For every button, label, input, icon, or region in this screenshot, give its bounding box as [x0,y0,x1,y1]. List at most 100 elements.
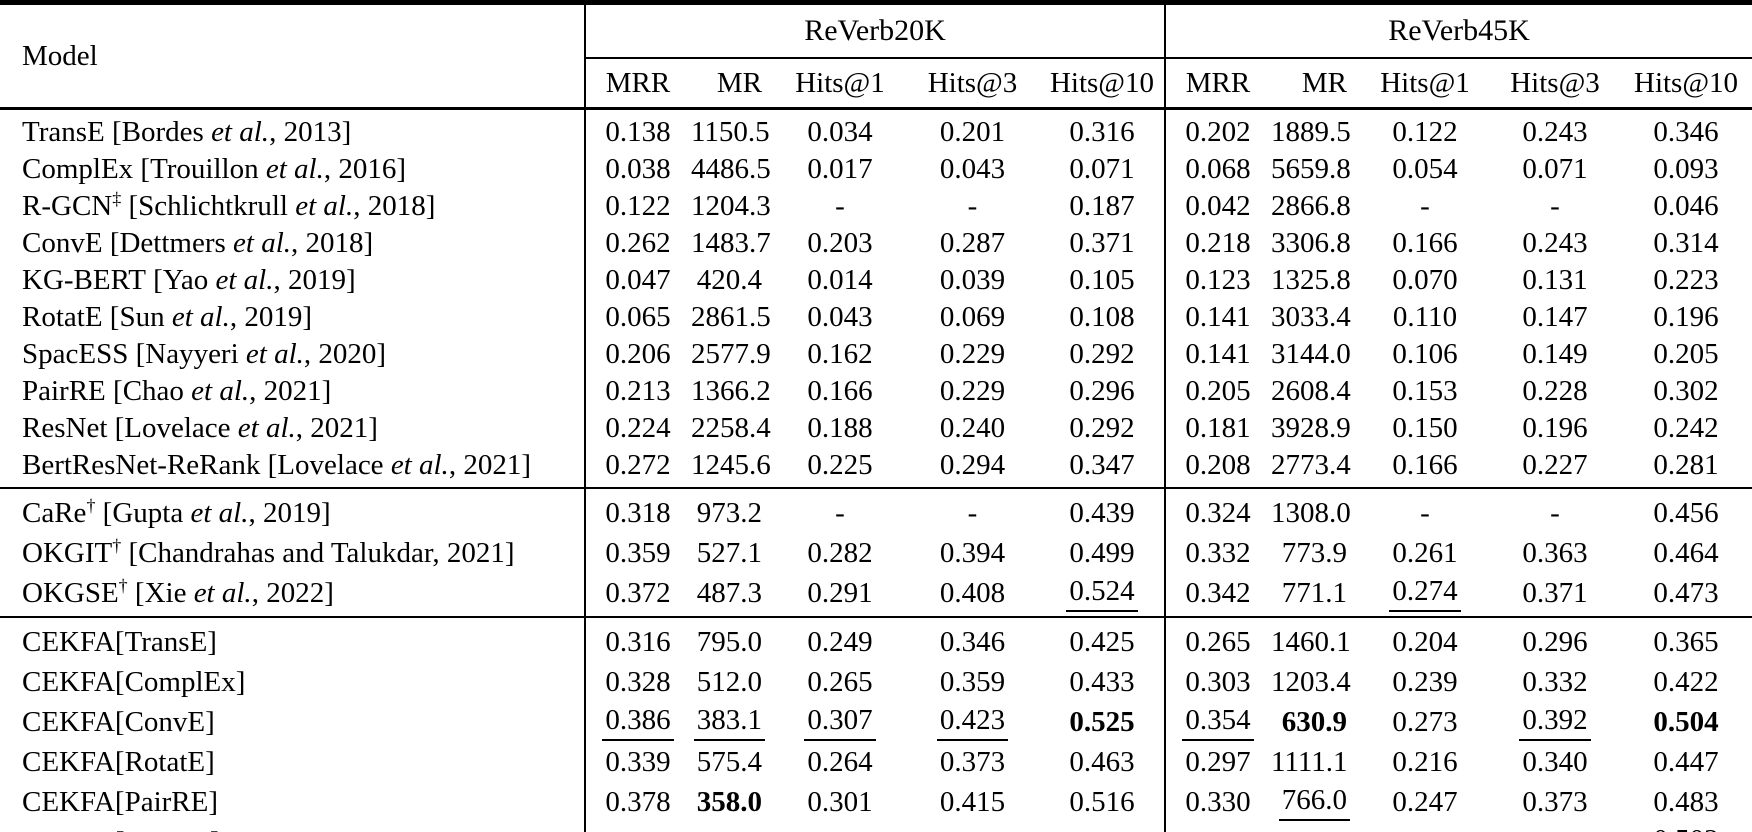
metric-value: 0.262 [605,227,671,259]
metric-value: 0.524 [1066,575,1138,612]
metric-value-cell: 1483.7 [690,225,775,262]
metric-value: 487.3 [696,576,762,609]
metric-value-cell: 0.369 [1164,822,1271,832]
metric-value-cell: 0.071 [1490,151,1620,188]
metric-value-cell: 0.264 [775,742,905,782]
metric-value-cell: 0.038 [584,151,690,188]
metric-value: 0.332 [1522,665,1588,698]
metric-value-cell: 2577.9 [690,336,775,373]
metric-value: 0.272 [605,449,671,481]
metric-value: 1150.5 [691,116,770,148]
metric-value-cell: 0.261 [1360,533,1490,573]
metric-value-cell: 1308.0 [1270,487,1361,533]
metric-value-cell: 0.423 [905,702,1040,742]
metric-value-cell: 0.303 [1164,662,1271,702]
metric-value: 0.423 [936,704,1009,741]
metric-value: 0.328 [605,665,671,698]
model-name-cell: TransE [Bordes et al., 2013] [0,109,585,152]
metric-value: 0.071 [1522,153,1588,185]
metric-value-cell: 0.287 [905,225,1040,262]
model-name: ResNet [22,412,108,444]
metric-value: 0.202 [1185,116,1251,148]
citation-text: , 2021] [249,375,332,407]
metric-value: 416.7 [697,826,762,832]
metric-value-cell: 0.291 [775,573,905,617]
metric-value-cell: 1889.5 [1270,109,1360,152]
metric-value: 383.1 [693,704,765,741]
model-name-cell: CEKFA[ComplEx] [0,662,585,702]
metric-value-cell: 0.069 [905,299,1040,336]
table-row: OKGSE† [Xie et al., 2022] 0.372 487.3 0.29… [0,573,1752,617]
metric-value: 0.332 [1185,536,1251,569]
metric-value: 0.324 [1185,496,1251,529]
metric-value-cell: 0.224 [584,410,690,447]
metric-value-cell: 0.187 [1040,188,1165,225]
metric-value-cell: 0.456 [1620,487,1752,533]
metric-value-cell: 0.499 [1040,533,1165,573]
metric-column-header-mr-20k: MR [690,58,775,110]
metric-value-cell: 0.297 [1164,742,1271,782]
metric-value-cell: 1460.1 [1270,616,1361,662]
metric-value: 0.371 [1069,227,1135,259]
metric-column-header-hits1-20k: Hits@1 [775,58,905,110]
metric-value: 575.4 [696,745,762,778]
metric-column-header-hits3-45k: Hits@3 [1490,58,1621,110]
metric-value: 0.206 [605,338,671,370]
table-row: R-GCN‡ [Schlichtkrull et al., 2018] 0.12… [0,188,1752,225]
metric-value-cell: 0.386 [584,702,690,742]
citation-etal: et al. [265,153,324,185]
metric-value-cell: 0.093 [1620,151,1752,188]
citation-etal: et al. [215,264,274,296]
metric-value: 0.409 [1522,826,1587,832]
metric-value-cell: 630.9 [1270,702,1360,742]
metric-value-cell: 0.524 [1040,573,1165,617]
metric-value-cell: 575.4 [690,742,775,782]
metric-value-cell: 1204.3 [690,188,775,225]
metric-value-cell: 0.141 [1164,336,1271,373]
metric-value-cell: 0.216 [1360,742,1490,782]
metric-value: 0.247 [1392,785,1458,818]
metric-value: - [1420,496,1430,529]
metric-value: 0.282 [807,536,873,569]
metric-value: 0.371 [1522,576,1588,609]
metric-value: 2258.4 [691,412,771,444]
model-name-cell: CEKFA[PairRE] [0,782,585,822]
metric-value-cell: 0.422 [1620,662,1752,702]
model-name: CEKFA[ConvE] [22,705,215,738]
metric-value-cell: 0.247 [1360,782,1490,822]
metric-value-cell: 420.4 [690,262,775,299]
metric-column-header-mrr-20k: MRR [584,58,690,110]
metric-value-cell: 0.162 [775,336,905,373]
model-dagger-superscript: † [112,534,122,555]
metric-value-cell: 795.0 [690,616,775,662]
metric-value-cell: 0.047 [584,262,690,299]
metric-value-cell: 0.409 [1490,822,1620,832]
metric-value-cell: 0.123 [1164,262,1271,299]
metric-value-cell: 0.203 [775,225,905,262]
model-name-cell: CEKFA[ConvE] [0,702,585,742]
metric-value-cell: 0.282 [775,533,905,573]
metric-value-cell: 3144.0 [1270,336,1360,373]
model-name: R-GCN [22,190,113,222]
model-name: PairRE [22,375,106,407]
metric-value: 0.069 [939,301,1006,333]
metric-value: 0.122 [605,190,671,222]
metric-value-cell: 0.515 [1040,822,1165,832]
metric-value: 0.330 [1185,785,1251,818]
metric-value: 0.205 [1653,338,1719,370]
model-name: CEKFA[ResNet] [22,826,220,832]
citation-etal: et al. [237,412,296,444]
metric-value-cell: 0.340 [1490,742,1620,782]
citation-etal: et al. [211,116,270,148]
metric-value-cell: 0.039 [905,262,1040,299]
table-row: TransE [Bordes et al., 2013] 0.138 1150.5… [0,108,1752,152]
metric-value: 0.394 [939,536,1006,569]
metric-value: 0.515 [1069,826,1134,832]
table-row: PairRE [Chao et al., 2021] 0.213 1366.2 0.… [0,373,1752,410]
metric-value-cell: 0.206 [584,336,690,373]
metric-value: 0.415 [939,785,1006,818]
metric-value: 0.473 [1653,576,1719,609]
citation-text: , 2021] [295,412,378,444]
metric-value-cell: 358.0 [690,782,775,822]
metric-value-cell: 0.447 [1620,742,1752,782]
